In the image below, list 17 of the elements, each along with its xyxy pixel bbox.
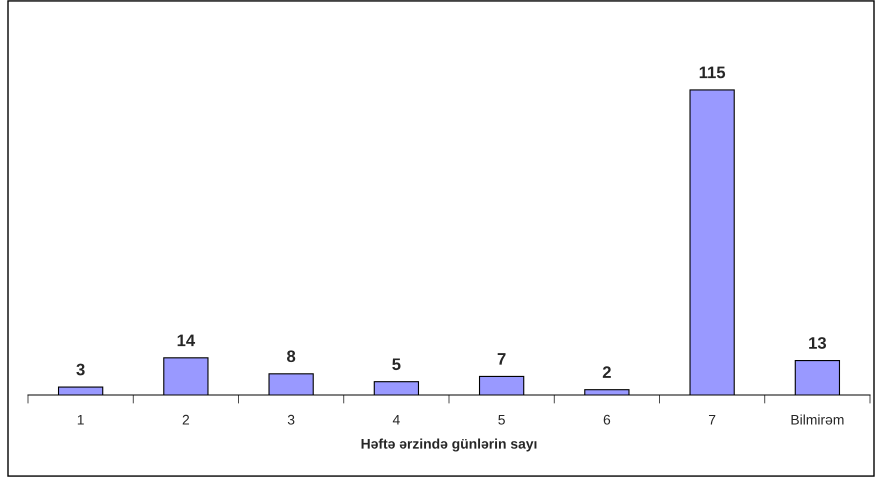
x-tick-label: 5	[498, 414, 505, 425]
data-label: 14	[178, 334, 196, 346]
data-label: 7	[498, 353, 506, 365]
x-tick-label: 2	[182, 414, 190, 425]
data-label: 115	[700, 66, 726, 78]
data-label: 5	[392, 358, 401, 370]
x-tick-label: 7	[708, 414, 716, 425]
data-label: 13	[809, 337, 826, 349]
x-tick-label: 1	[78, 414, 84, 425]
data-label: 8	[287, 350, 296, 362]
x-tick-label: 4	[392, 414, 400, 425]
data-label: 2	[602, 366, 611, 378]
x-axis-title: Həftə ərzində günlərin sayı	[362, 438, 536, 452]
data-label: 3	[76, 364, 85, 376]
x-tick-label: Bilmirəm	[792, 414, 844, 425]
x-tick-label: 3	[288, 414, 294, 425]
x-tick-label: 6	[604, 414, 610, 425]
